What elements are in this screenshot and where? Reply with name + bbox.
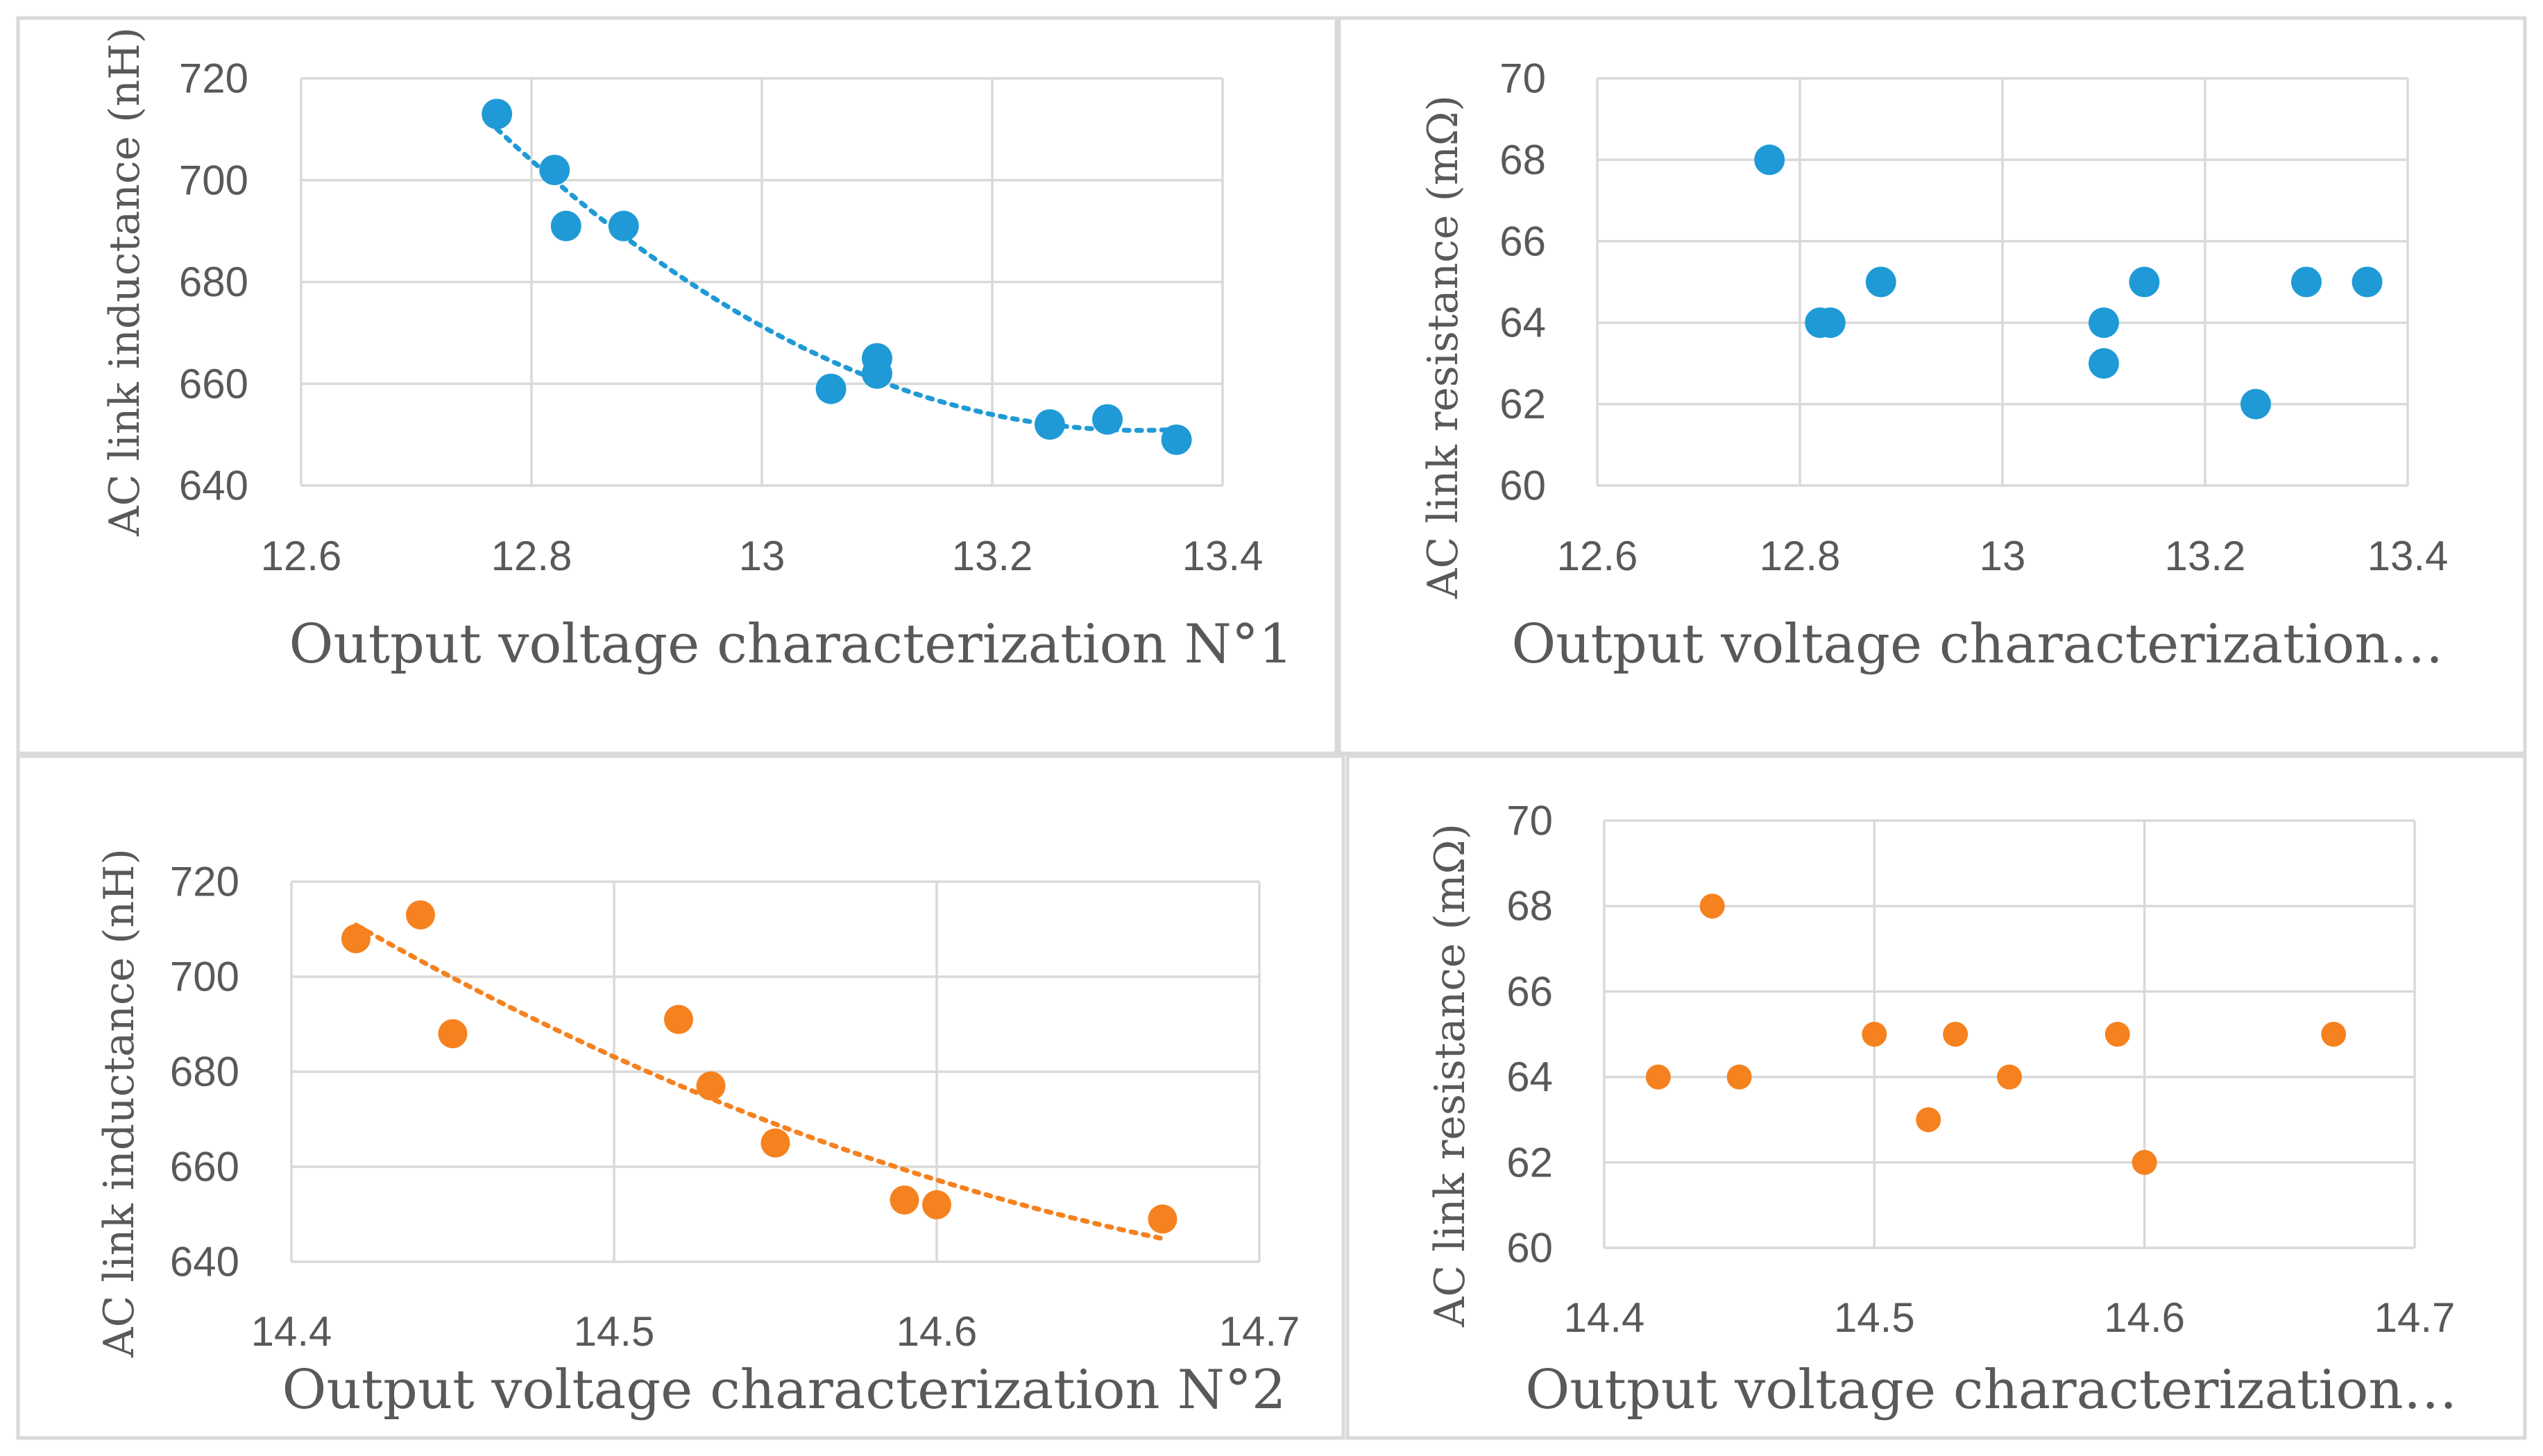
data-point xyxy=(696,1071,726,1101)
x-tick-label: 14.7 xyxy=(2374,1294,2456,1341)
data-point xyxy=(1726,1064,1752,1090)
x-axis-label: Output voltage characterization… xyxy=(1525,1359,2457,1421)
data-point xyxy=(2089,307,2119,339)
x-tick-label: 13.2 xyxy=(952,533,1033,579)
data-point xyxy=(539,155,570,186)
data-point xyxy=(922,1190,951,1219)
y-tick-label: 660 xyxy=(179,361,248,407)
data-point xyxy=(2351,266,2383,298)
y-axis-label: AC link resistance (mΩ) xyxy=(1426,823,1474,1328)
y-tick-label: 700 xyxy=(170,954,239,1000)
x-axis-label: Output voltage characterization… xyxy=(1511,613,2443,676)
y-tick-label: 62 xyxy=(1499,381,1546,427)
data-point xyxy=(608,210,639,241)
data-point xyxy=(2089,348,2119,379)
y-tick-label: 70 xyxy=(1506,798,1553,844)
data-point xyxy=(438,1019,468,1049)
data-point xyxy=(1161,424,1192,455)
y-tick-label: 66 xyxy=(1499,218,1546,264)
y-axis-label: AC link inductance (nH) xyxy=(95,848,144,1358)
chart-panel-c1: 640 660 680 700 720 12.6 12.8 13 13.2 13.4 AC lin… xyxy=(16,16,1338,755)
data-point xyxy=(2240,388,2271,420)
data-point xyxy=(1943,1022,1968,1047)
y-tick-label: 680 xyxy=(170,1049,239,1095)
x-tick-label: 14.6 xyxy=(2104,1294,2185,1341)
data-point xyxy=(1997,1064,2022,1090)
data-point xyxy=(341,924,371,954)
y-tick-label: 64 xyxy=(1506,1054,1553,1100)
data-point xyxy=(862,358,892,389)
data-point xyxy=(2132,1149,2157,1175)
data-point xyxy=(890,1185,919,1215)
panel-border xyxy=(1337,16,2527,755)
data-point xyxy=(1148,1204,1177,1234)
y-axis-label: AC link resistance (mΩ) xyxy=(1419,95,1468,599)
panel-border xyxy=(16,16,1338,755)
y-tick-label: 640 xyxy=(179,463,248,509)
x-tick-label: 13.4 xyxy=(2367,533,2449,579)
x-tick-label: 14.6 xyxy=(896,1308,978,1355)
data-point xyxy=(1035,409,1065,440)
x-axis-label: Output voltage characterization N°1 xyxy=(289,613,1293,676)
y-tick-label: 66 xyxy=(1506,968,1553,1015)
x-tick-label: 13.4 xyxy=(1182,533,1264,579)
y-tick-label: 68 xyxy=(1499,137,1546,183)
data-point xyxy=(815,373,847,404)
y-tick-label: 64 xyxy=(1499,300,1546,346)
plot-area: 60 62 64 66 68 70 12.6 12.8 13 13.2 13.4 xyxy=(1499,55,2448,580)
x-tick-label: 13.2 xyxy=(2165,533,2246,579)
y-tick-label: 720 xyxy=(179,55,248,102)
panel-border xyxy=(1345,754,2527,1440)
x-tick-label: 13 xyxy=(739,533,785,579)
panel-border xyxy=(16,754,1345,1440)
data-point xyxy=(760,1128,790,1158)
x-tick-label: 14.4 xyxy=(251,1308,332,1355)
chart-panel-c2: 60 62 64 66 68 70 12.6 12.8 13 13.2 13.4 AC link r… xyxy=(1337,16,2527,755)
x-tick-label: 12.6 xyxy=(261,533,342,579)
data-point xyxy=(2321,1022,2347,1047)
x-tick-label: 14.5 xyxy=(1834,1294,1915,1341)
plot-area: 640 660 680 700 720 12.6 12.8 13 13.2 13.4 xyxy=(179,55,1264,580)
y-tick-label: 68 xyxy=(1506,883,1553,930)
data-point xyxy=(1699,893,1725,919)
y-tick-label: 62 xyxy=(1506,1139,1553,1185)
data-point xyxy=(1645,1064,1671,1090)
y-tick-label: 720 xyxy=(170,859,239,905)
y-axis-label: AC link inductance (nH) xyxy=(101,27,149,537)
x-tick-label: 13 xyxy=(1980,533,2026,579)
chart-panel-c3: 640 660 680 700 720 14.4 14.5 14.6 14.7 AC link … xyxy=(16,754,1345,1440)
y-tick-label: 70 xyxy=(1499,55,1546,102)
y-tick-label: 700 xyxy=(179,157,248,203)
data-point xyxy=(1754,144,1785,175)
y-tick-label: 60 xyxy=(1506,1225,1553,1271)
data-point xyxy=(2291,266,2322,298)
data-point xyxy=(2129,266,2160,298)
trendline xyxy=(353,923,1165,1242)
data-point xyxy=(550,210,581,241)
x-tick-label: 14.5 xyxy=(574,1308,655,1355)
data-point xyxy=(1092,404,1123,435)
data-point xyxy=(1916,1107,1941,1133)
y-tick-label: 640 xyxy=(170,1239,239,1285)
data-point xyxy=(2104,1022,2130,1047)
y-tick-label: 60 xyxy=(1499,463,1546,509)
y-tick-label: 680 xyxy=(179,259,248,305)
data-point xyxy=(664,1004,693,1034)
data-point xyxy=(1814,307,1846,339)
x-tick-label: 14.7 xyxy=(1219,1308,1300,1355)
data-point xyxy=(482,99,513,130)
x-tick-label: 12.8 xyxy=(491,533,572,579)
data-point xyxy=(406,900,435,930)
plot-area: 60 62 64 66 68 70 14.4 14.5 14.6 14.7 xyxy=(1506,798,2455,1342)
y-tick-label: 660 xyxy=(170,1144,239,1190)
data-point xyxy=(1865,266,1896,298)
data-point xyxy=(1862,1022,1887,1047)
x-tick-label: 12.8 xyxy=(1760,533,1841,579)
x-tick-label: 14.4 xyxy=(1564,1294,1645,1341)
plot-area: 640 660 680 700 720 14.4 14.5 14.6 14.7 xyxy=(170,859,1300,1355)
x-tick-label: 12.6 xyxy=(1557,533,1638,579)
x-axis-label: Output voltage characterization N°2 xyxy=(282,1359,1286,1421)
chart-panel-c4: 60 62 64 66 68 70 14.4 14.5 14.6 14.7 AC link res… xyxy=(1345,754,2527,1440)
